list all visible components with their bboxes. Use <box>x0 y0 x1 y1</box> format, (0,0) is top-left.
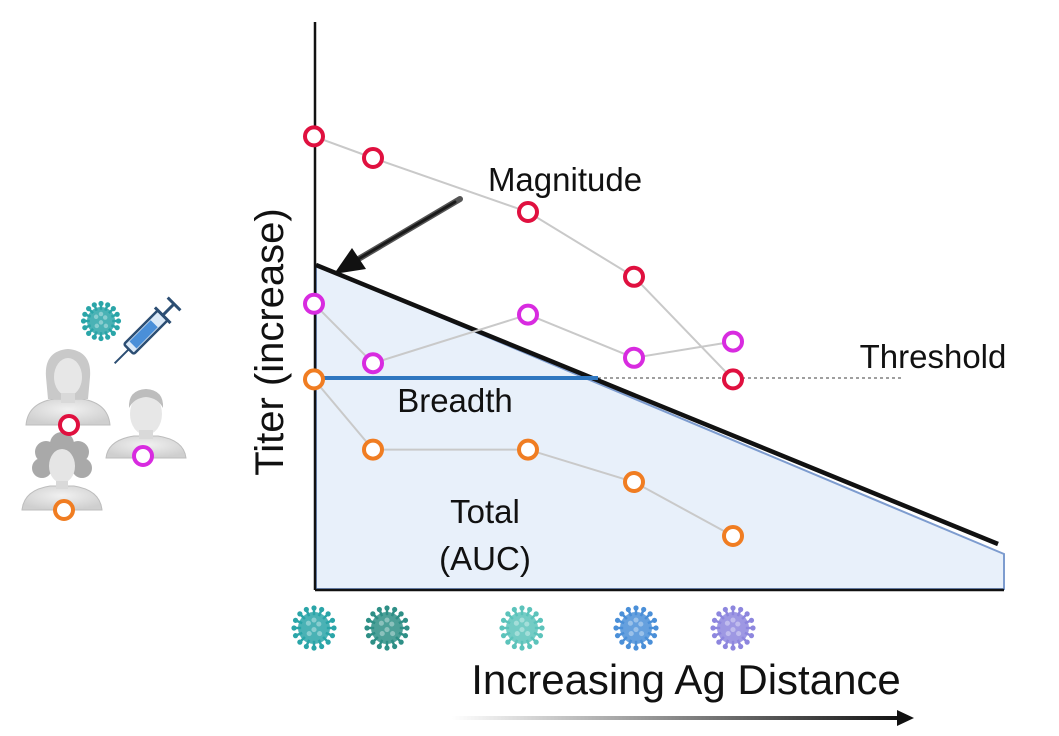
breadth-label: Breadth <box>397 382 513 419</box>
magnitude-label: Magnitude <box>488 161 642 198</box>
red-titer-point <box>303 125 325 148</box>
syringe-icon <box>113 296 182 365</box>
y-axis-label: Titer (increase) <box>248 208 292 475</box>
magenta-titer-point <box>722 330 744 353</box>
magenta-titer-point <box>362 352 384 375</box>
magnitude-arrow <box>334 196 463 274</box>
person-marker-orange <box>53 499 75 521</box>
auc-label: (AUC) <box>439 540 531 577</box>
person-marker-magenta <box>132 445 154 467</box>
virus-icon <box>80 300 122 342</box>
virus-icon <box>364 605 410 651</box>
virus-icon <box>613 605 659 651</box>
x-axis-label: Increasing Ag Distance <box>471 656 901 703</box>
virus-icon <box>291 605 337 651</box>
person-marker-red <box>58 414 80 436</box>
antigen-virus-row <box>291 605 756 651</box>
red-titer-point <box>362 147 384 169</box>
curly-hair-woman-portrait-icon <box>21 432 103 511</box>
orange-titer-point <box>303 368 325 391</box>
red-titer-point <box>623 265 645 288</box>
vaccine-virus-icon <box>80 300 122 342</box>
magenta-titer-point <box>517 303 539 326</box>
increasing-distance-arrow <box>452 710 914 726</box>
red-titer-point <box>722 368 744 391</box>
titer-series <box>303 125 744 547</box>
total-label: Total <box>450 493 520 530</box>
woman-portrait-icon <box>25 349 111 426</box>
red-titer-point <box>517 201 539 223</box>
magenta-titer-point <box>303 292 325 315</box>
magenta-titer-point <box>623 346 645 369</box>
orange-titer-point <box>362 438 384 461</box>
orange-titer-point <box>722 525 744 547</box>
auc-region <box>315 263 1005 590</box>
breadth-decline-line <box>315 262 999 547</box>
orange-titer-point <box>517 438 539 461</box>
threshold-label: Threshold <box>860 338 1007 375</box>
orange-titer-point <box>623 471 645 493</box>
virus-icon <box>499 605 545 651</box>
virus-icon <box>710 605 756 651</box>
